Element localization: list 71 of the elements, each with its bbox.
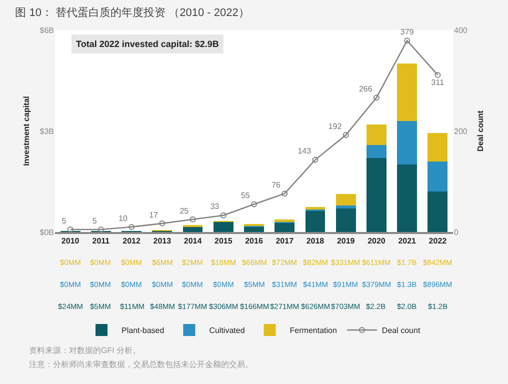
x-tick-label: 2018 xyxy=(306,236,325,246)
data-label: 10 xyxy=(118,214,128,223)
bar xyxy=(336,205,356,208)
x-tick-label: 2015 xyxy=(214,236,233,246)
point xyxy=(67,226,74,232)
point xyxy=(128,224,135,230)
data-label: 55 xyxy=(240,191,250,200)
y-tick-label: $0B xyxy=(40,228,54,237)
bar xyxy=(366,158,386,232)
point xyxy=(312,156,318,163)
x-tick-label: 2012 xyxy=(122,236,141,246)
data-label: 379 xyxy=(400,27,414,36)
point xyxy=(251,201,257,208)
bar xyxy=(244,226,264,232)
point xyxy=(159,220,166,226)
chart-title: 图 10： 替代蛋白质的年度投资 （2010 - 2022） xyxy=(15,6,250,19)
data-label: 143 xyxy=(298,146,312,156)
bar xyxy=(428,192,448,232)
point xyxy=(220,212,226,218)
y2-tick-label: 0 xyxy=(454,228,459,237)
bar xyxy=(366,145,386,158)
point xyxy=(98,226,104,232)
y-tick-label: $3B xyxy=(40,126,54,136)
x-tick-label: 2011 xyxy=(92,236,110,246)
point xyxy=(282,190,288,197)
data-label: 17 xyxy=(149,210,159,220)
data-label: 311 xyxy=(431,78,445,88)
x-tick-label: 2022 xyxy=(428,236,448,246)
legend-label: Plant-based xyxy=(122,326,164,336)
bar xyxy=(274,222,295,232)
bar xyxy=(397,164,418,232)
data-label: 5 xyxy=(92,216,98,226)
x-tick-label: 2020 xyxy=(368,236,386,246)
bar xyxy=(397,64,418,121)
y2-tick-label: 200 xyxy=(454,126,468,136)
legend-label: Deal count xyxy=(382,326,421,336)
x-tick-label: 2016 xyxy=(245,236,264,246)
data-label: 33 xyxy=(210,202,220,212)
bar xyxy=(397,120,418,165)
bar xyxy=(428,133,448,162)
text: 注意：分析师尚未审查数据，交易总数包括未公开金额的交易。 xyxy=(29,360,253,369)
data-label: 5 xyxy=(62,216,67,226)
point xyxy=(434,72,441,78)
bar xyxy=(366,124,386,146)
y-tick-label: $6B xyxy=(40,26,54,35)
x-tick-label: 2013 xyxy=(153,236,172,246)
y-axis-title: Investment capital xyxy=(22,96,31,166)
annotation: Total 2022 invested capital: $2.9B xyxy=(76,39,220,49)
data-label: 76 xyxy=(272,180,282,190)
data-label: 192 xyxy=(328,122,342,131)
bar xyxy=(336,194,356,206)
data-label: 266 xyxy=(358,84,373,94)
data-label: 25 xyxy=(180,206,190,216)
bar xyxy=(428,161,448,192)
x-tick-label: 2021 xyxy=(398,236,417,246)
x-tick-label: 2014 xyxy=(184,236,202,246)
legend-label: Fermentation xyxy=(290,326,337,336)
y2-axis-title: Deal count xyxy=(476,110,485,152)
x-tick-label: 2019 xyxy=(336,236,356,246)
text: 资料来源：对数据的GFI 分析。 xyxy=(29,346,141,355)
point xyxy=(342,132,349,138)
point xyxy=(404,38,410,44)
x-tick-label: 2017 xyxy=(276,236,294,246)
legend-label: Cultivated xyxy=(209,326,245,336)
x-tick-label: 2010 xyxy=(61,236,80,246)
bar xyxy=(305,210,326,232)
bar xyxy=(336,208,356,232)
point xyxy=(373,94,380,101)
y2-tick-label: 400 xyxy=(454,26,468,35)
point xyxy=(190,216,196,222)
bar xyxy=(213,222,234,232)
